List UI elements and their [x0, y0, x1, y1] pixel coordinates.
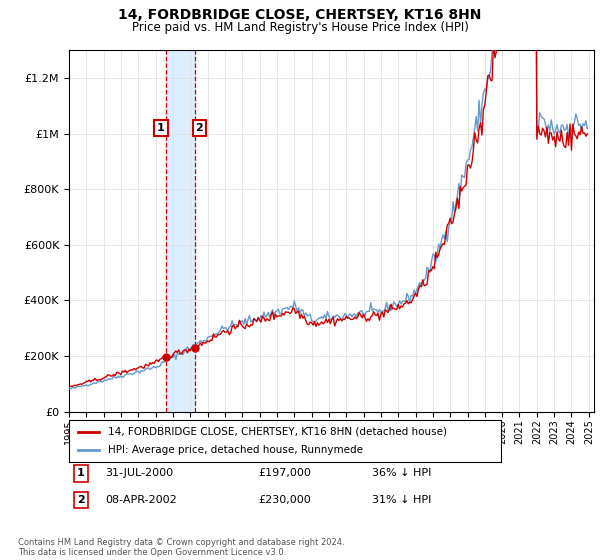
- Text: 36% ↓ HPI: 36% ↓ HPI: [372, 468, 431, 478]
- Text: 2: 2: [196, 123, 203, 133]
- Text: 1: 1: [77, 468, 85, 478]
- Bar: [166, 50, 194, 412]
- Text: Contains HM Land Registry data © Crown copyright and database right 2024.
This d: Contains HM Land Registry data © Crown c…: [18, 538, 344, 557]
- Text: HPI: Average price, detached house, Runnymede: HPI: Average price, detached house, Runn…: [108, 445, 363, 455]
- Text: 2: 2: [77, 495, 85, 505]
- Text: 08-APR-2002: 08-APR-2002: [105, 495, 177, 505]
- Text: £197,000: £197,000: [258, 468, 311, 478]
- Text: 1: 1: [157, 123, 165, 133]
- Text: 14, FORDBRIDGE CLOSE, CHERTSEY, KT16 8HN: 14, FORDBRIDGE CLOSE, CHERTSEY, KT16 8HN: [118, 8, 482, 22]
- Text: Price paid vs. HM Land Registry's House Price Index (HPI): Price paid vs. HM Land Registry's House …: [131, 21, 469, 34]
- Text: 14, FORDBRIDGE CLOSE, CHERTSEY, KT16 8HN (detached house): 14, FORDBRIDGE CLOSE, CHERTSEY, KT16 8HN…: [108, 427, 447, 437]
- Text: £230,000: £230,000: [258, 495, 311, 505]
- Text: 31% ↓ HPI: 31% ↓ HPI: [372, 495, 431, 505]
- Text: 31-JUL-2000: 31-JUL-2000: [105, 468, 173, 478]
